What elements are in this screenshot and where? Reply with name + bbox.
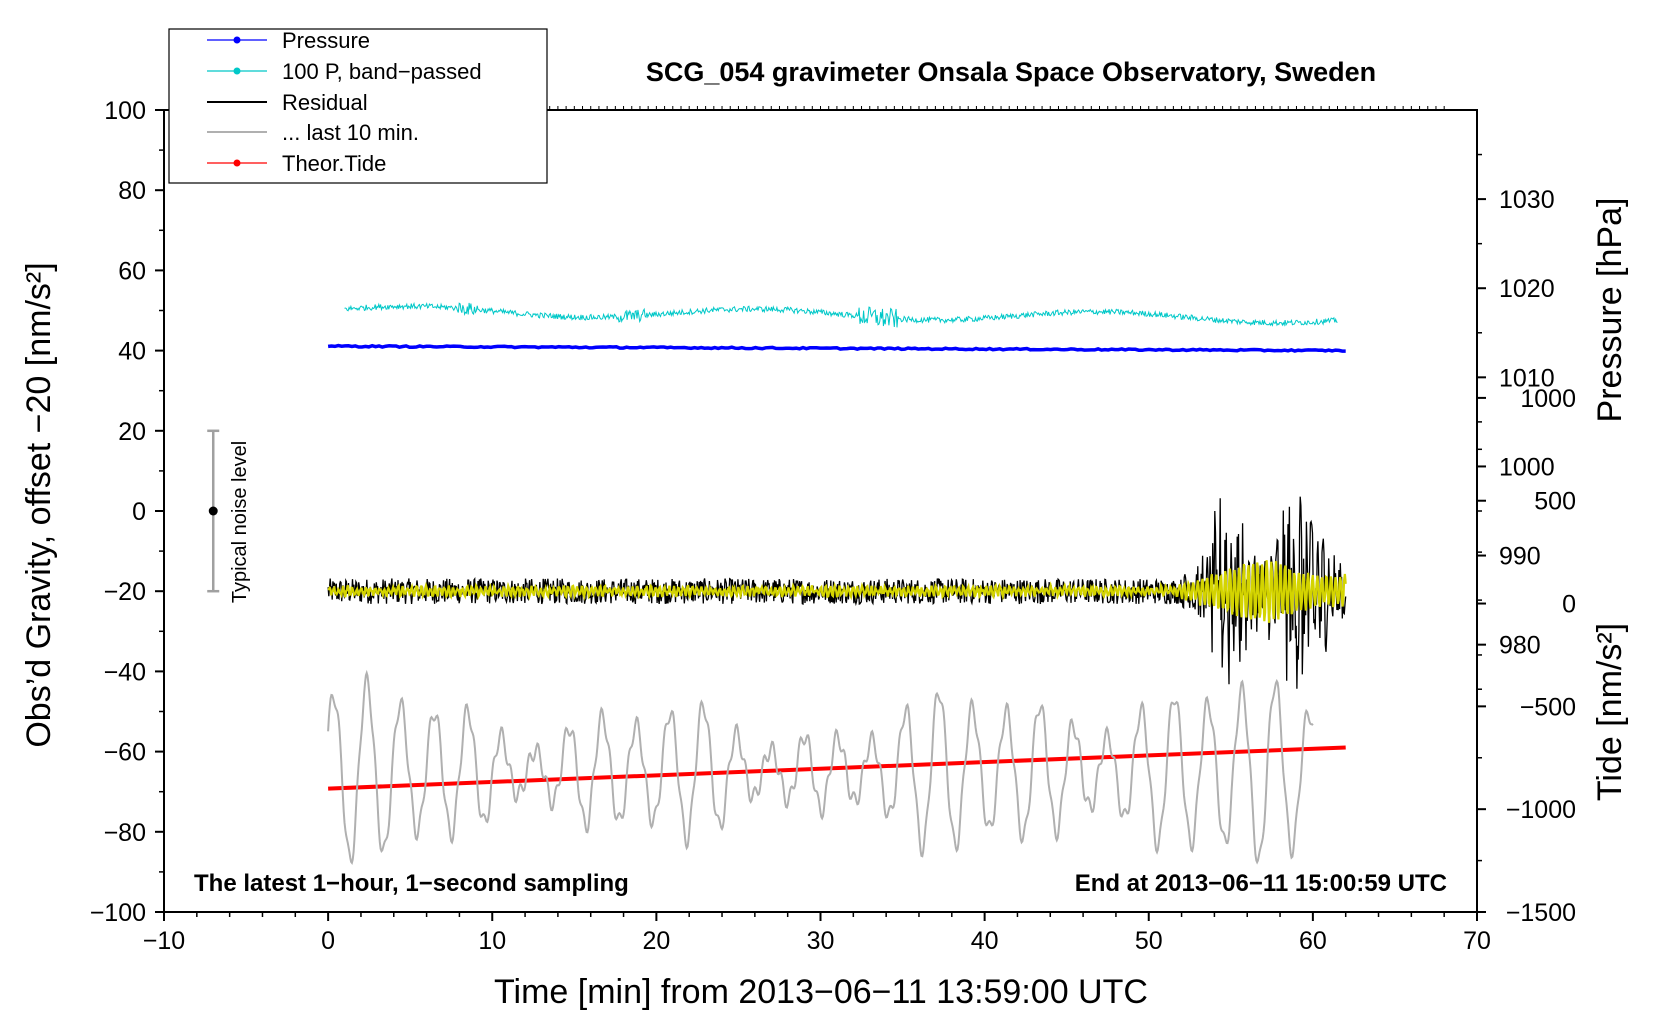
legend-item-residual: Residual: [207, 90, 368, 115]
annotation-latest-hour: The latest 1−hour, 1−second sampling: [194, 870, 629, 897]
y-tick-label: −60: [104, 739, 146, 767]
series-last-10-min: [327, 669, 1314, 865]
series-theor-tide: [328, 745, 1346, 791]
legend-label-residual: Residual: [282, 90, 368, 115]
y-tick-label: −100: [90, 899, 146, 927]
legend-label-bandpassed: 100 P, band−passed: [282, 59, 482, 84]
pressure-tick-label: 1020: [1499, 275, 1555, 303]
tide-tick-label: 1000: [1520, 385, 1576, 413]
legend-marker-tide: [233, 159, 241, 167]
legend-item-bandpassed: 100 P, band−passed: [207, 59, 482, 84]
legend-label-last10: ... last 10 min.: [282, 120, 419, 145]
x-tick-label: 20: [642, 927, 670, 955]
y-tick-label: −40: [104, 658, 146, 686]
x-tick-label: 50: [1135, 927, 1163, 955]
pressure-tick-label: 980: [1499, 632, 1541, 660]
y-tick-label: −20: [104, 578, 146, 606]
y-tick-label: 60: [118, 257, 146, 285]
pressure-tick-label: 990: [1499, 543, 1541, 571]
noise-level-label: Typical noise level: [229, 441, 251, 603]
y-tick-label: 20: [118, 418, 146, 446]
y-tick-label: 80: [118, 177, 146, 205]
y-axis-title-left: Obs’d Gravity, offset −20 [nm/s²]: [20, 262, 58, 747]
legend-item-last10: ... last 10 min.: [207, 120, 419, 145]
pressure-tick-label: 1000: [1499, 453, 1555, 481]
tide-tick-label: −1500: [1506, 899, 1576, 927]
pressure-tick-label: 1030: [1499, 186, 1555, 214]
plot-frame: [163, 109, 1478, 913]
legend-label-pressure: Pressure: [282, 28, 370, 53]
x-tick-label: 40: [971, 927, 999, 955]
ticks-layer: −10 0 10 20 30 40 50 60 70−100−80−60−40−20020406…: [90, 97, 1576, 955]
tide-tick-label: 500: [1534, 488, 1576, 516]
x-tick-label: 60: [1299, 927, 1327, 955]
legend-box: [168, 28, 548, 184]
series-pressure-bandpassed: [344, 301, 1338, 328]
x-tick-label: 30: [807, 927, 835, 955]
series-residual-filtered: [327, 560, 1347, 623]
x-tick-label: 70: [1463, 927, 1491, 955]
legend-marker-bandpassed: [233, 67, 241, 75]
tide-tick-label: −1000: [1506, 796, 1576, 824]
chart-title: SCG_054 gravimeter Onsala Space Observat…: [646, 57, 1376, 87]
noise-bar-center: [208, 506, 218, 516]
tide-tick-label: −500: [1520, 693, 1576, 721]
y-tick-label: −80: [104, 819, 146, 847]
annotation-end-time: End at 2013−06−11 15:00:59 UTC: [1075, 870, 1447, 897]
y-tick-label: 0: [132, 498, 146, 526]
legend-label-tide: Theor.Tide: [282, 151, 386, 176]
x-axis-title: Time [min] from 2013−06−11 13:59:00 UTC: [494, 973, 1148, 1011]
tide-tick-label: 0: [1562, 591, 1576, 619]
x-tick-label: 10: [478, 927, 506, 955]
series-residual: [327, 496, 1347, 689]
y-tick-label: 100: [104, 97, 146, 125]
y-axis-title-tide: Tide [nm/s²]: [1591, 623, 1629, 801]
legend-item-pressure: Pressure: [207, 28, 370, 53]
series-layer: [327, 301, 1347, 865]
x-tick-label: −10: [143, 927, 185, 955]
legend-item-tide: Theor.Tide: [207, 151, 386, 176]
legend: Pressure 100 P, band−passed Residual ...…: [168, 28, 548, 184]
legend-marker-pressure: [233, 36, 241, 44]
noise-bar: [207, 429, 220, 593]
pressure-tick-label: 1010: [1499, 364, 1555, 392]
y-tick-label: 40: [118, 338, 146, 366]
x-tick-label: 0: [321, 927, 335, 955]
series-pressure: [327, 343, 1346, 353]
y-axis-title-pressure: Pressure [hPa]: [1591, 198, 1629, 423]
